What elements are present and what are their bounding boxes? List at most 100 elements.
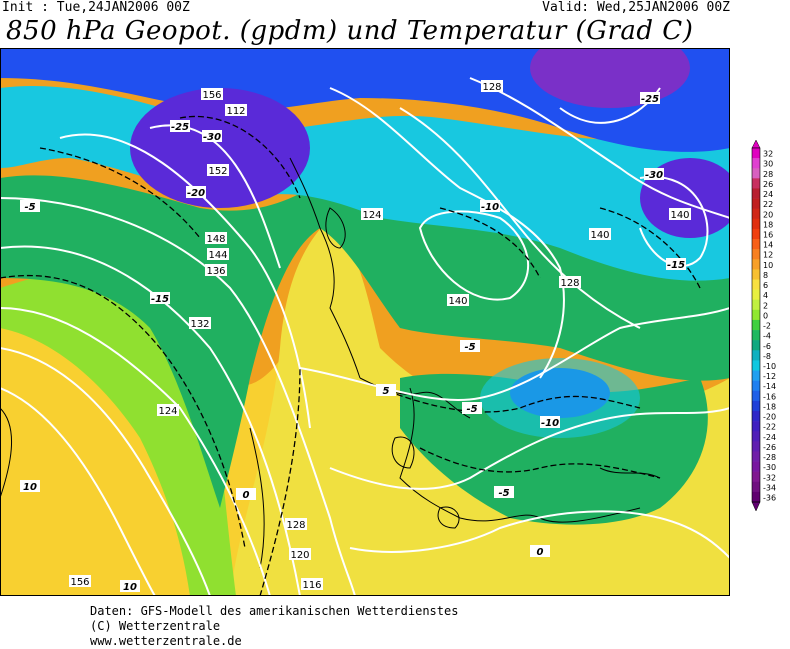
map-title: 850 hPa Geopot. (gpdm) und Temperatur (G… bbox=[6, 16, 694, 46]
geopot-label: 136 bbox=[206, 266, 225, 277]
colorbar-tick-label: -16 bbox=[763, 392, 776, 401]
colorbar-tick-label: 28 bbox=[763, 170, 773, 179]
geopot-label: 140 bbox=[670, 210, 689, 221]
temperature-label: 10 bbox=[23, 482, 37, 493]
temperature-label: -5 bbox=[24, 202, 35, 213]
temperature-label: -30 bbox=[645, 170, 663, 181]
geopot-label: 156 bbox=[70, 577, 89, 588]
colorbar-tick-label: 12 bbox=[763, 251, 773, 260]
colorbar-swatch bbox=[752, 309, 760, 321]
colorbar-tick-label: -8 bbox=[763, 352, 771, 361]
colorbar-swatch bbox=[752, 390, 760, 402]
data-source: Daten: GFS-Modell des amerikanischen Wet… bbox=[90, 604, 459, 618]
colorbar-swatch bbox=[752, 370, 760, 381]
colorbar-tick-label: -20 bbox=[763, 413, 776, 422]
init-time: Init : Tue,24JAN2006 00Z bbox=[2, 0, 190, 15]
colorbar-tick-label: 30 bbox=[763, 160, 773, 169]
colorbar-swatch bbox=[752, 289, 760, 301]
colorbar-tick-label: -14 bbox=[763, 382, 776, 391]
colorbar-tick-label: 8 bbox=[763, 271, 768, 280]
green-zone bbox=[0, 157, 730, 508]
colorbar-tick-label: -2 bbox=[763, 322, 771, 331]
temperature-label: -10 bbox=[541, 418, 559, 429]
colorbar-tick-label: -26 bbox=[763, 443, 776, 452]
website: www.wetterzentrale.de bbox=[90, 634, 242, 648]
coastlines bbox=[0, 157, 661, 569]
colorbar-swatch bbox=[752, 451, 760, 462]
colorbar-tick-label: -12 bbox=[763, 372, 776, 381]
map-frame bbox=[0, 48, 730, 596]
colorbar-swatch bbox=[752, 431, 760, 442]
geopot-label: 148 bbox=[206, 234, 225, 245]
cyan-pocket-east bbox=[480, 358, 640, 438]
colorbar-swatch bbox=[752, 350, 760, 361]
colorbar-tick-label: -6 bbox=[763, 342, 771, 351]
temperature-labels: 10 10 0 5 -5 -5 -5 -10 -15 -20 -25 -30 -… bbox=[20, 92, 686, 593]
colorbar-swatch bbox=[752, 299, 760, 311]
colorbar-swatch bbox=[752, 249, 760, 260]
temperature-label: -5 bbox=[498, 488, 509, 499]
geopot-label: 128 bbox=[560, 278, 579, 289]
colorbar-swatch bbox=[752, 168, 760, 179]
colorbar-tick-label: 22 bbox=[763, 200, 773, 209]
colorbar-tick-label: 26 bbox=[763, 180, 773, 189]
colorbar-tick-label: -30 bbox=[763, 463, 776, 472]
colorbar-tick-label: 2 bbox=[763, 301, 768, 310]
geopot-label: 132 bbox=[190, 319, 209, 330]
colorbar-swatch bbox=[752, 188, 760, 199]
colorbar-swatch bbox=[752, 178, 760, 189]
colorbar-tick-label: 0 bbox=[763, 311, 768, 320]
colorbar-swatch bbox=[752, 228, 760, 240]
colorbar-tick-label: -32 bbox=[763, 473, 776, 482]
colorbar-swatch bbox=[752, 491, 760, 503]
geopot-label: 112 bbox=[226, 106, 245, 117]
colorbar-tick-label: -10 bbox=[763, 362, 776, 371]
colorbar-tick-label: 18 bbox=[763, 220, 773, 229]
geopot-label: 124 bbox=[158, 406, 177, 417]
footer-credits: Daten: GFS-Modell des amerikanischen Wet… bbox=[90, 604, 458, 649]
geopot-label: 128 bbox=[482, 82, 501, 93]
geopot-label: 140 bbox=[590, 230, 609, 241]
temperature-label: -30 bbox=[203, 132, 221, 143]
colorbar-tick-label: 10 bbox=[763, 261, 773, 270]
geopot-label: 144 bbox=[208, 250, 227, 261]
temperature-label: -15 bbox=[667, 260, 685, 271]
colorbar-frame bbox=[751, 147, 761, 503]
colorbar-swatch bbox=[752, 198, 760, 209]
colorbar-swatch bbox=[752, 330, 760, 341]
colorbar-swatch bbox=[752, 471, 760, 483]
temperature-label: -25 bbox=[171, 122, 189, 133]
colorbar-swatch bbox=[752, 410, 760, 422]
colorbar-swatch bbox=[752, 148, 760, 159]
temperature-colorbar: 32302826242220181614121086420-2-4-6-8-10… bbox=[751, 140, 776, 512]
colorbar-swatch bbox=[752, 380, 760, 392]
geopot-label: 140 bbox=[448, 296, 467, 307]
colorbar-swatch bbox=[752, 360, 760, 371]
colorbar-swatch bbox=[752, 158, 760, 169]
colorbar-tick-label: 14 bbox=[763, 241, 773, 250]
colorbar-tick-label: 16 bbox=[763, 231, 773, 240]
temperature-label: -15 bbox=[151, 294, 169, 305]
colorbar-tick-label: -4 bbox=[763, 332, 771, 341]
colorbar-tick-label: -22 bbox=[763, 423, 776, 432]
temperature-label: 10 bbox=[123, 582, 137, 593]
colorbar-swatch bbox=[752, 218, 760, 230]
colorbar-swatch bbox=[752, 269, 760, 280]
colorbar-tick-label: -34 bbox=[763, 483, 776, 492]
geopot-label: 116 bbox=[302, 580, 321, 591]
colorbar-tick-label: 20 bbox=[763, 210, 773, 219]
colorbar-swatch bbox=[752, 340, 760, 351]
temperature-label: -25 bbox=[641, 94, 659, 105]
geopot-label: 120 bbox=[290, 550, 309, 561]
copyright: (C) Wetterzentrale bbox=[90, 619, 221, 633]
colorbar-swatch bbox=[752, 481, 760, 493]
temperature-label: 0 bbox=[537, 547, 544, 558]
colorbar-tick-label: -18 bbox=[763, 402, 776, 411]
weather-map: 156 116 120 124 128 132 136 144 148 152 … bbox=[0, 48, 730, 596]
valid-time: Valid: Wed,25JAN2006 00Z bbox=[542, 0, 730, 15]
colorbar-swatch bbox=[752, 319, 760, 331]
colorbar-swatch bbox=[752, 400, 760, 412]
temperature-isolines bbox=[0, 115, 701, 596]
colorbar-swatch bbox=[752, 441, 760, 452]
colorbar-arrow-up bbox=[751, 140, 761, 149]
